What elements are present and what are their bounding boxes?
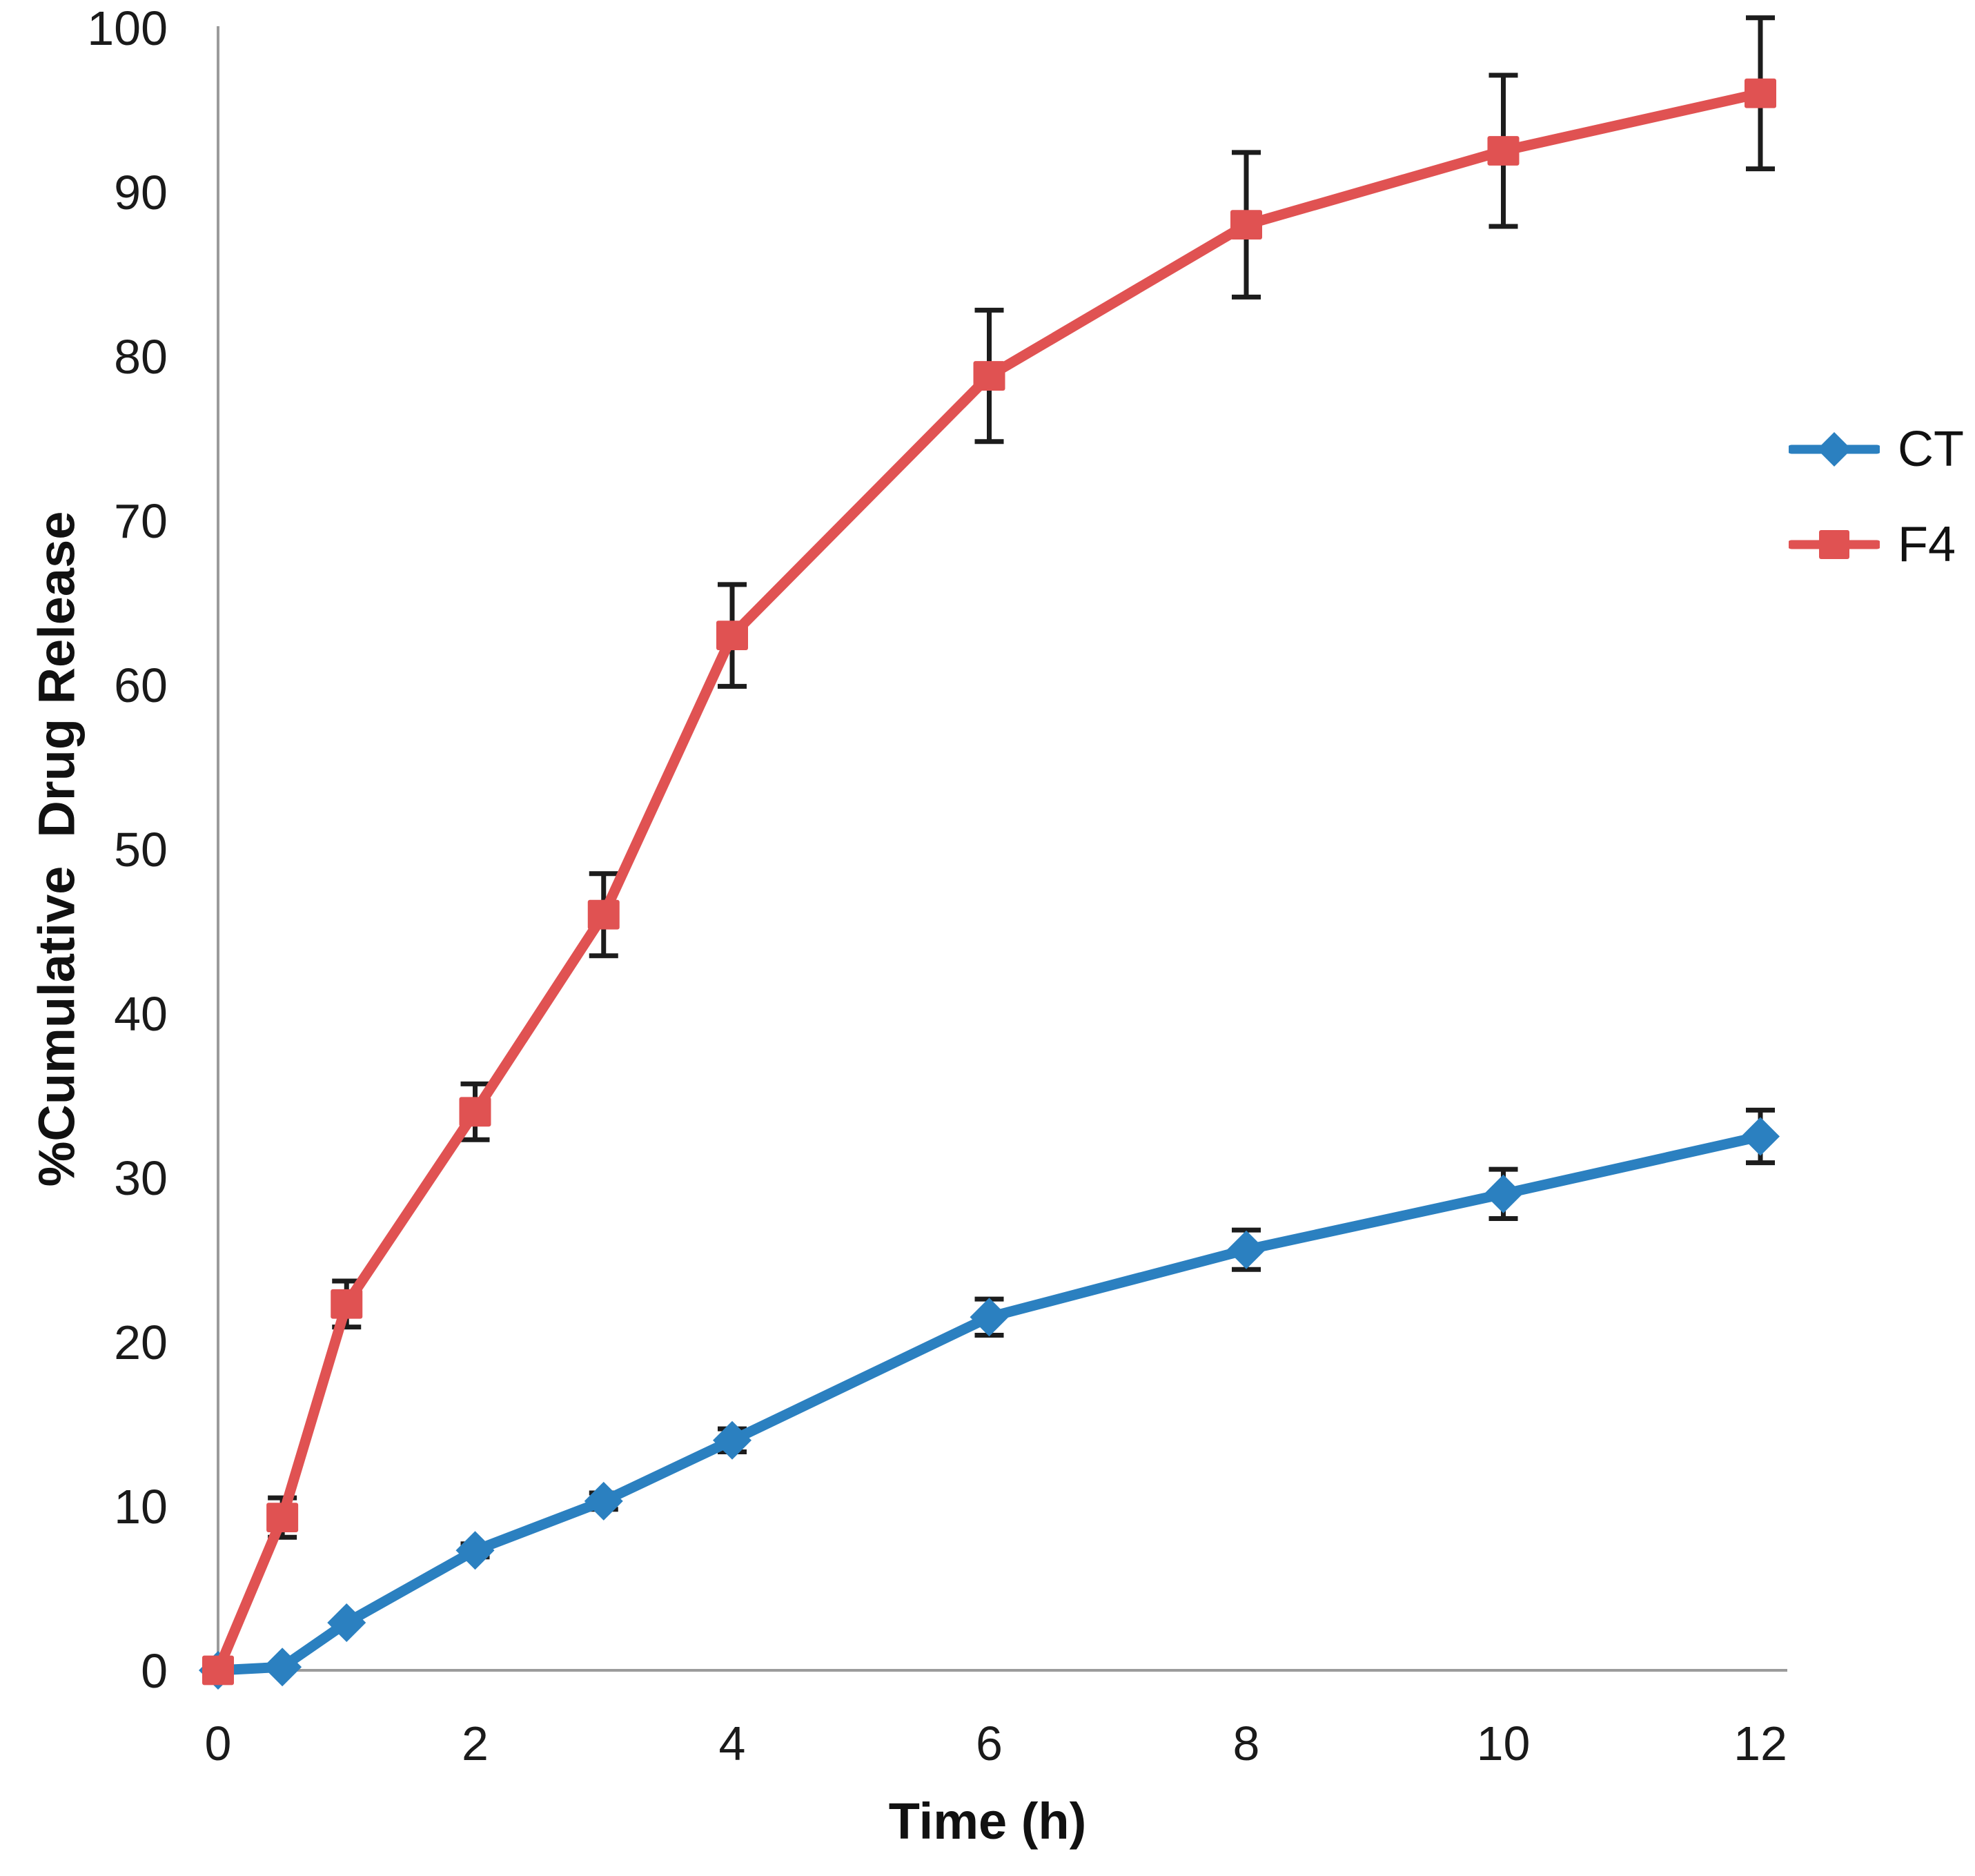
legend-label-f4: F4 <box>1898 517 1956 572</box>
data-point-square <box>266 1503 299 1533</box>
legend-item-ct: CT <box>1789 420 1964 479</box>
data-point-diamond <box>970 1298 1009 1337</box>
data-point-square <box>973 361 1005 391</box>
series-line <box>213 88 1766 1676</box>
data-point-square <box>459 1097 491 1127</box>
data-point-diamond <box>1484 1174 1523 1213</box>
data-point-square <box>587 899 620 930</box>
y-tick-label: 0 <box>141 1644 168 1698</box>
f4-line-marker-icon <box>1789 530 1880 559</box>
series-line <box>213 1131 1766 1676</box>
data-point-square <box>716 621 748 650</box>
legend-item-f4: F4 <box>1789 515 1964 574</box>
y-tick-label: 40 <box>114 987 168 1041</box>
data-point-diamond <box>263 1648 302 1687</box>
data-point-diamond <box>713 1420 751 1460</box>
data-point-diamond <box>584 1481 623 1521</box>
data-point-square <box>1745 78 1776 108</box>
legend-square-icon <box>1819 530 1849 559</box>
x-tick-label: 4 <box>719 1717 746 1770</box>
x-tick-label: 6 <box>976 1717 1003 1770</box>
data-point-diamond <box>327 1603 366 1642</box>
data-point-diamond <box>1227 1230 1266 1269</box>
y-tick-label: 10 <box>114 1480 168 1534</box>
y-tick-label: 30 <box>114 1151 168 1205</box>
x-tick-label: 12 <box>1733 1717 1787 1770</box>
legend-diamond-icon <box>1817 432 1851 467</box>
data-point-square <box>1230 210 1262 240</box>
data-point-square <box>331 1289 363 1319</box>
y-tick-label: 100 <box>87 1 168 55</box>
data-point-diamond <box>455 1531 495 1570</box>
data-point-square <box>202 1655 234 1686</box>
y-tick-label: 90 <box>114 166 168 219</box>
ct-line-marker-icon <box>1789 432 1880 467</box>
x-tick-label: 10 <box>1477 1717 1531 1770</box>
legend: CT F4 <box>1789 420 1964 574</box>
series-f4 <box>202 15 1776 1686</box>
y-tick-label: 60 <box>114 658 168 712</box>
x-tick-label: 2 <box>462 1717 489 1770</box>
y-tick-label: 20 <box>114 1316 168 1369</box>
x-axis-title: Time (h) <box>888 1792 1087 1850</box>
y-tick-label: 80 <box>114 330 168 384</box>
y-axis-title: %Cumulative Drug Release <box>28 511 86 1187</box>
legend-label-ct: CT <box>1898 422 1964 477</box>
y-tick-label: 70 <box>114 494 168 548</box>
x-tick-label: 8 <box>1233 1717 1260 1770</box>
x-tick-label: 0 <box>205 1717 232 1770</box>
series-ct <box>199 1107 1780 1690</box>
data-point-square <box>1487 136 1520 166</box>
y-tick-label: 50 <box>114 823 168 877</box>
data-point-diamond <box>1741 1117 1780 1156</box>
